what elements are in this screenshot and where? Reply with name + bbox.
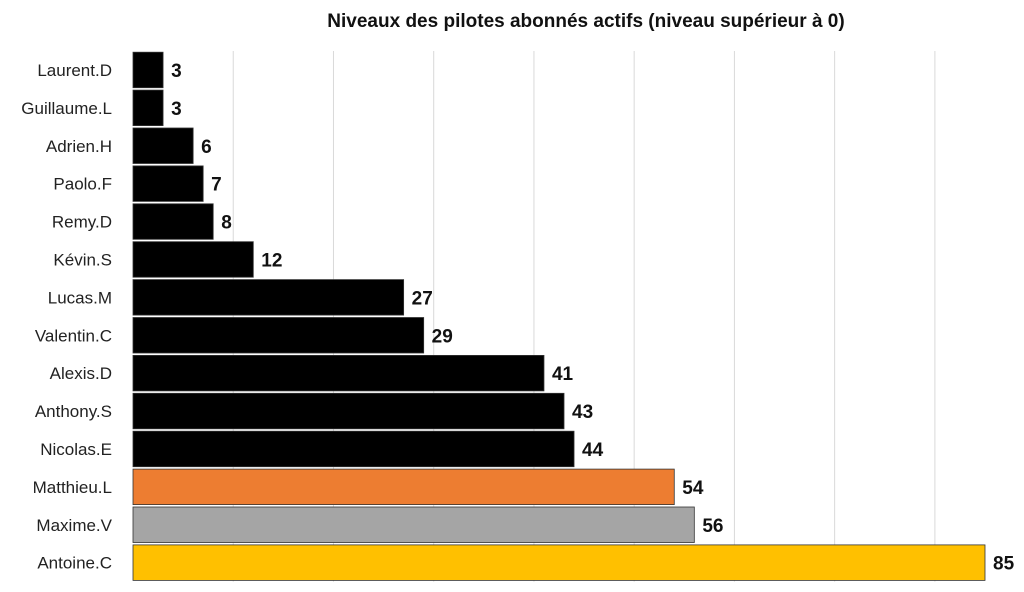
value-label: 3 xyxy=(171,99,182,120)
category-label: Kévin.S xyxy=(53,250,112,269)
value-label: 8 xyxy=(221,213,232,234)
value-label: 56 xyxy=(702,516,723,537)
category-label: Laurent.D xyxy=(37,61,112,80)
category-label: Adrien.H xyxy=(46,137,112,156)
bar-matthieu-l xyxy=(132,468,675,506)
bars xyxy=(132,51,986,581)
category-label: Nicolas.E xyxy=(40,440,112,459)
value-label: 54 xyxy=(682,478,704,499)
value-label: 41 xyxy=(552,364,574,385)
value-label: 7 xyxy=(211,175,222,196)
bar-nicolas-e xyxy=(132,430,575,468)
value-label: 27 xyxy=(412,288,433,309)
category-label: Alexis.D xyxy=(50,364,112,383)
category-label: Matthieu.L xyxy=(33,478,112,497)
bar-valentin-c xyxy=(132,317,425,354)
bar-paolo-f xyxy=(132,165,204,202)
value-label: 44 xyxy=(582,440,604,461)
bar-adrien-h xyxy=(132,127,194,164)
bar-kévin-s xyxy=(132,241,254,278)
value-label: 6 xyxy=(201,137,212,158)
category-label: Antoine.C xyxy=(37,554,112,573)
category-label: Paolo.F xyxy=(53,175,112,194)
value-label: 12 xyxy=(261,250,282,271)
bar-remy-d xyxy=(132,203,214,240)
category-label: Lucas.M xyxy=(48,288,112,307)
chart-title: Niveaux des pilotes abonnés actifs (nive… xyxy=(327,11,844,32)
bar-anthony-s xyxy=(132,392,565,430)
category-labels: Laurent.D Guillaume.L Adrien.H Paolo.F Remy.… xyxy=(21,61,112,573)
bar-antoine-c xyxy=(132,544,986,581)
gridlines xyxy=(232,51,936,582)
value-label: 29 xyxy=(432,326,453,347)
bar-lucas-m xyxy=(132,279,405,316)
value-label: 43 xyxy=(572,402,593,423)
category-label: Remy.D xyxy=(52,213,112,232)
category-label: Guillaume.L xyxy=(21,99,112,118)
bar-maxime-v xyxy=(132,506,695,543)
bar-alexis-d xyxy=(132,354,545,392)
category-label: Maxime.V xyxy=(36,516,112,535)
bar-laurent-d xyxy=(132,51,164,89)
category-label: Anthony.S xyxy=(35,402,112,421)
value-label: 3 xyxy=(171,61,182,82)
value-label: 85 xyxy=(993,554,1015,575)
bar-guillaume-l xyxy=(132,89,164,126)
category-label: Valentin.C xyxy=(35,326,112,345)
